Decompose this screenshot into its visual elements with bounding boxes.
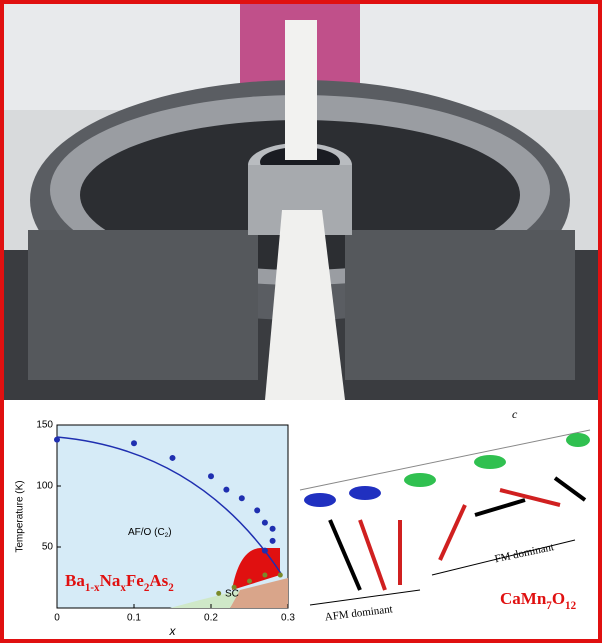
point [223, 487, 229, 493]
point [131, 440, 137, 446]
x-tick-label: 0.1 [127, 613, 141, 624]
point [208, 473, 214, 479]
photo [0, 0, 602, 400]
y-tick-label: 150 [36, 420, 53, 431]
figure: 50 100 150 0 0.1 0.2 0.3 x Temperature (K) AF/O (… [0, 0, 602, 643]
axis-c-label: c [512, 407, 518, 421]
point [262, 573, 267, 578]
y-tick-label: 100 [36, 481, 53, 492]
compound-label-part: Fe [126, 571, 144, 590]
region-label-part: ) [168, 527, 171, 538]
compound-label-part: Ba [65, 571, 85, 590]
x-tick-label: 0.3 [281, 613, 295, 624]
x-tick-label: 0 [54, 613, 60, 624]
compound-label-part: Na [100, 571, 121, 590]
y-axis-label: Temperature (K) [15, 480, 26, 552]
point [170, 455, 176, 461]
region-label-part: AF/O (C [128, 527, 165, 538]
point [254, 507, 260, 513]
compound-label-part: O [552, 589, 565, 608]
point [54, 437, 60, 443]
sc-label: SC [225, 589, 239, 600]
figure-svg: 50 100 150 0 0.1 0.2 0.3 x Temperature (K) AF/O (… [0, 0, 602, 643]
compound-label-part: CaMn [500, 589, 547, 608]
compound-label-part: As [149, 571, 168, 590]
point [278, 573, 283, 578]
compound-label-part: 1-x [85, 582, 100, 594]
point [262, 520, 268, 526]
point [270, 526, 276, 532]
point [270, 538, 276, 544]
x-tick-label: 0.2 [204, 613, 218, 624]
compound-label-part: 12 [565, 600, 577, 612]
point [262, 548, 268, 554]
point [247, 579, 252, 584]
y-tick-label: 50 [42, 542, 54, 553]
point [239, 495, 245, 501]
point [216, 591, 221, 596]
compound-label-part: 2 [168, 582, 174, 594]
x-axis-label: x [169, 624, 177, 638]
